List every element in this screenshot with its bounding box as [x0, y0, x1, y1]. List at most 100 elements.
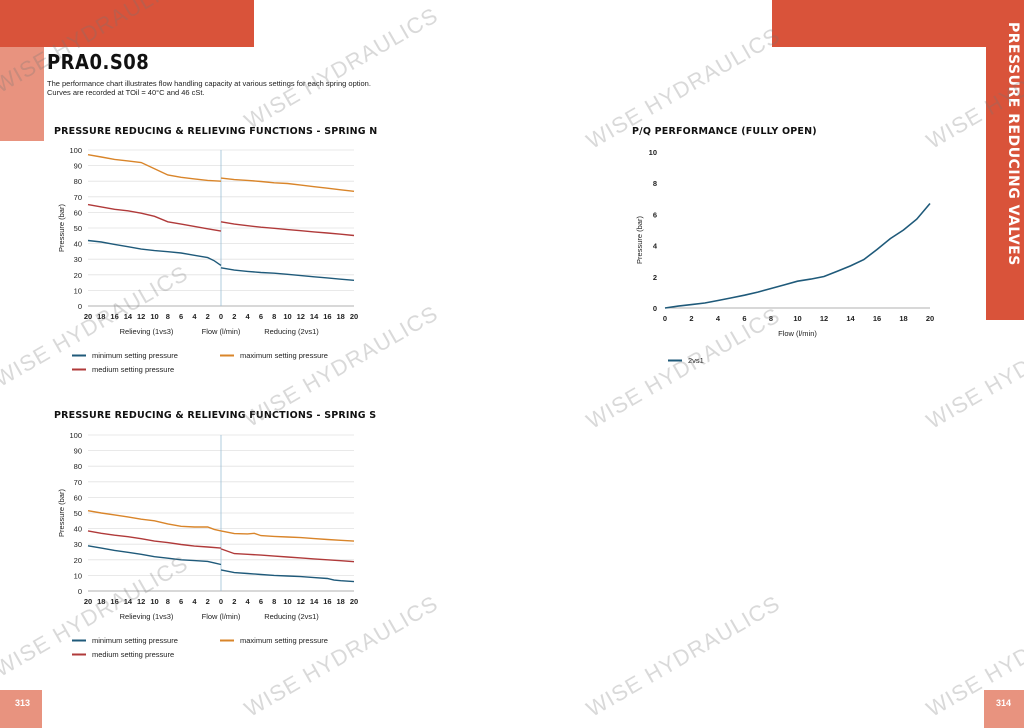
y-tick-label: 100: [69, 146, 82, 155]
x-tick-label: 20: [350, 312, 358, 321]
x-tick-label: 12: [297, 312, 305, 321]
y-tick-label: 50: [74, 509, 82, 518]
x-tick-label: 18: [97, 597, 105, 606]
series-medium-reducing-line: [220, 221, 355, 237]
x-tick-label: 20: [350, 597, 358, 606]
x-group-label-reducing: Reducing (2vs1): [264, 327, 319, 336]
y-axis-label: Pressure (bar): [57, 489, 66, 537]
y-tick-label: 80: [74, 462, 82, 471]
x-tick-label: 14: [124, 312, 133, 321]
x-tick-label: 18: [899, 314, 907, 323]
y-tick-label: 40: [74, 525, 82, 534]
x-tick-label: 8: [166, 312, 170, 321]
y-tick-label: 50: [74, 224, 82, 233]
page-description: The performance chart illustrates flow h…: [47, 79, 371, 97]
chart-title-spring-n: PRESSURE REDUCING & RELIEVING FUNCTIONS …: [54, 126, 378, 137]
series-medium-relieving-line: [87, 203, 222, 232]
legend-label: minimum setting pressure: [92, 636, 178, 645]
x-tick-label: 4: [716, 314, 721, 323]
side-tab-right: [986, 0, 1024, 320]
y-tick-label: 2: [653, 273, 657, 282]
y-tick-label: 4: [653, 242, 658, 251]
x-tick-label: 6: [742, 314, 746, 323]
series-2vs1-line: [664, 202, 931, 309]
x-tick-label: 6: [259, 597, 263, 606]
chart-title-pq: P/Q PERFORMANCE (FULLY OPEN): [632, 126, 817, 137]
x-tick-label: 12: [137, 597, 145, 606]
side-tab-label: PRESSURE REDUCING VALVES: [1005, 22, 1021, 266]
x-group-label-relieving: Relieving (1vs3): [120, 612, 174, 621]
chart-title-spring-s: PRESSURE REDUCING & RELIEVING FUNCTIONS …: [54, 410, 377, 421]
description-line-1: The performance chart illustrates flow h…: [47, 79, 371, 88]
y-tick-label: 90: [74, 447, 82, 456]
x-tick-label: 4: [192, 312, 197, 321]
x-tick-label: 18: [97, 312, 105, 321]
y-axis-label: Pressure (bar): [635, 216, 644, 264]
x-tick-label: 10: [150, 312, 158, 321]
y-tick-label: 70: [74, 478, 82, 487]
y-tick-label: 20: [74, 556, 82, 565]
watermark: WISE HYDRAULICS: [582, 590, 785, 722]
legend-label: maximum setting pressure: [240, 636, 328, 645]
x-tick-label: 8: [272, 597, 276, 606]
description-line-2: Curves are recorded at TOil = 40°C and 4…: [47, 88, 205, 97]
series-minimum-relieving-line: [87, 545, 222, 566]
x-tick-label: 12: [297, 597, 305, 606]
x-tick-label: 16: [323, 312, 331, 321]
legend-label: minimum setting pressure: [92, 351, 178, 360]
y-tick-label: 30: [74, 255, 82, 264]
y-tick-label: 60: [74, 493, 82, 502]
footer-tab-left: [0, 690, 42, 728]
y-tick-label: 100: [69, 431, 82, 440]
x-tick-label: 14: [846, 314, 855, 323]
x-tick-label: 6: [259, 312, 263, 321]
x-tick-label: 18: [337, 597, 345, 606]
x-tick-label: 4: [246, 597, 251, 606]
x-tick-label: 10: [150, 597, 158, 606]
x-tick-label: 16: [323, 597, 331, 606]
x-tick-label: 8: [272, 312, 276, 321]
y-tick-label: 10: [649, 148, 657, 157]
series-minimum-relieving-line: [87, 239, 222, 266]
y-tick-label: 0: [653, 304, 657, 313]
header-band-left: [0, 0, 254, 47]
y-tick-label: 10: [74, 286, 82, 295]
x-tick-label: 16: [110, 597, 118, 606]
y-tick-label: 0: [78, 302, 82, 311]
y-axis-label: Pressure (bar): [57, 204, 66, 252]
series-maximum-reducing-line: [220, 177, 355, 192]
x-tick-label: 0: [219, 597, 223, 606]
page-number-left: 313: [15, 698, 31, 708]
x-tick-label: 4: [246, 312, 251, 321]
x-tick-label: 16: [110, 312, 118, 321]
series-minimum-reducing-line: [220, 569, 355, 583]
x-tick-label: 10: [793, 314, 801, 323]
x-tick-label: 10: [283, 597, 291, 606]
x-tick-label: 14: [310, 597, 319, 606]
watermark: WISE HYDRAULICS: [240, 2, 443, 134]
x-tick-label: 6: [179, 597, 183, 606]
series-medium-relieving-line: [87, 530, 222, 549]
y-tick-label: 40: [74, 240, 82, 249]
x-tick-label: 16: [873, 314, 881, 323]
y-tick-label: 20: [74, 271, 82, 280]
y-tick-label: 80: [74, 177, 82, 186]
y-tick-label: 90: [74, 162, 82, 171]
chart-pq-performance: 0 2 4 6 8 10 0 2 4 6 8 10 12 14 16 18 20 Flow (l/min) Pres…: [635, 148, 934, 365]
x-tick-label: 14: [124, 597, 133, 606]
y-tick-label: 6: [653, 210, 657, 219]
series-medium-reducing-line: [220, 548, 355, 563]
y-tick-label: 10: [74, 571, 82, 580]
side-tab-left: [0, 47, 44, 141]
x-tick-label: 6: [179, 312, 183, 321]
y-tick-label: 70: [74, 193, 82, 202]
x-tick-label: 2: [206, 312, 210, 321]
y-tick-label: 30: [74, 540, 82, 549]
x-group-label-flow: Flow (l/min): [202, 612, 241, 621]
x-tick-label: 20: [84, 597, 92, 606]
x-tick-label: 8: [769, 314, 773, 323]
series-maximum-relieving-line: [87, 154, 222, 182]
x-tick-label: 2: [232, 312, 236, 321]
